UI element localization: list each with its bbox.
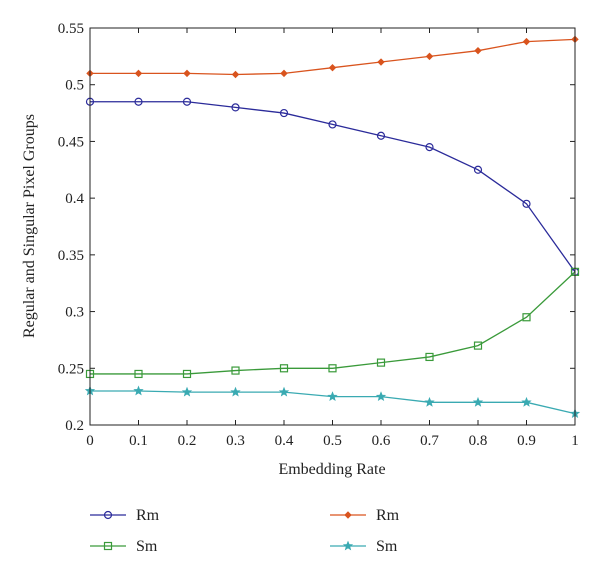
- series-2: [85, 267, 580, 379]
- data-point: [328, 63, 337, 72]
- axis-ticks: 0 0.1 0.2 0.3 0.4 0.5 0.6 0.7 0.8 0.9 1 0.2 0.25 0.3 0…: [58, 21, 579, 449]
- data-point: [375, 391, 387, 402]
- plot-frame: [89, 27, 576, 426]
- data-point: [134, 97, 143, 106]
- x-axis-title: Embedding Rate: [278, 461, 385, 478]
- y-tick-label: 0.2: [65, 418, 84, 434]
- data-point: [181, 386, 193, 397]
- y-axis-title: Regular and Singular Pixel Groups: [21, 114, 38, 338]
- legend-label: Sm: [136, 538, 158, 555]
- data-point: [473, 165, 483, 174]
- data-point: [522, 199, 531, 208]
- x-tick-label: 0.2: [178, 433, 197, 449]
- data-point: [425, 352, 434, 362]
- series-1: [85, 97, 580, 276]
- x-tick-label: 0.6: [372, 433, 391, 449]
- legend-marker: [342, 540, 354, 551]
- legend-marker: [103, 541, 113, 551]
- legend-label: Rm: [136, 507, 160, 524]
- legend-marker: [344, 511, 352, 519]
- data-point: [522, 37, 531, 46]
- data-point: [279, 108, 289, 118]
- legend-label: Rm: [376, 507, 400, 524]
- x-tick-label: 0: [86, 433, 94, 449]
- y-tick-label: 0.55: [58, 21, 84, 37]
- data-point: [230, 386, 241, 397]
- data-point: [521, 396, 532, 407]
- data-point: [522, 313, 531, 322]
- data-point: [474, 46, 482, 55]
- data-point: [376, 131, 386, 140]
- legend-item: Rm: [90, 507, 160, 524]
- legend-marker: [103, 510, 113, 520]
- x-tick-label: 0.7: [420, 433, 439, 449]
- data-point: [133, 385, 144, 396]
- x-tick-label: 0.1: [129, 433, 148, 449]
- data-point: [328, 120, 337, 129]
- series-line: [90, 271, 576, 375]
- y-tick-label: 0.45: [58, 134, 84, 150]
- x-tick-label: 0.8: [469, 433, 488, 449]
- data-point: [231, 103, 240, 112]
- data-point: [134, 69, 143, 78]
- data-point: [472, 396, 484, 407]
- data-point: [134, 369, 143, 379]
- data-point: [183, 69, 191, 78]
- data-point: [327, 391, 338, 402]
- x-tick-label: 0.5: [323, 433, 342, 449]
- y-tick-label: 0.3: [65, 305, 84, 321]
- legend-item: Sm: [90, 538, 158, 555]
- data-point: [231, 366, 240, 375]
- x-tick-label: 0.4: [275, 433, 294, 449]
- data-point: [280, 69, 288, 78]
- legend-item: Sm: [330, 538, 398, 555]
- y-tick-label: 0.35: [58, 248, 84, 264]
- data-point: [376, 358, 386, 367]
- data-point: [473, 341, 483, 350]
- data-point: [278, 386, 290, 397]
- legend-label: Sm: [376, 538, 398, 555]
- data-point: [328, 364, 337, 373]
- y-tick-label: 0.5: [65, 78, 84, 94]
- data-point: [182, 369, 192, 379]
- series-layer: [84, 35, 581, 419]
- y-tick-label: 0.25: [58, 361, 84, 377]
- x-tick-label: 0.9: [517, 433, 536, 449]
- data-point: [279, 364, 289, 373]
- data-point: [425, 143, 434, 152]
- series-4: [84, 385, 581, 419]
- data-point: [424, 396, 435, 407]
- data-point: [231, 70, 240, 79]
- legend: Rm Sm Rm Sm: [90, 507, 400, 555]
- series-3: [86, 35, 579, 79]
- x-tick-label: 0.3: [226, 433, 245, 449]
- data-point: [377, 58, 385, 66]
- legend-item: Rm: [330, 507, 400, 524]
- data-point: [182, 97, 192, 106]
- data-point: [425, 52, 434, 61]
- x-tick-label: 1: [571, 433, 579, 449]
- y-tick-label: 0.4: [65, 191, 84, 207]
- series-line: [90, 101, 576, 273]
